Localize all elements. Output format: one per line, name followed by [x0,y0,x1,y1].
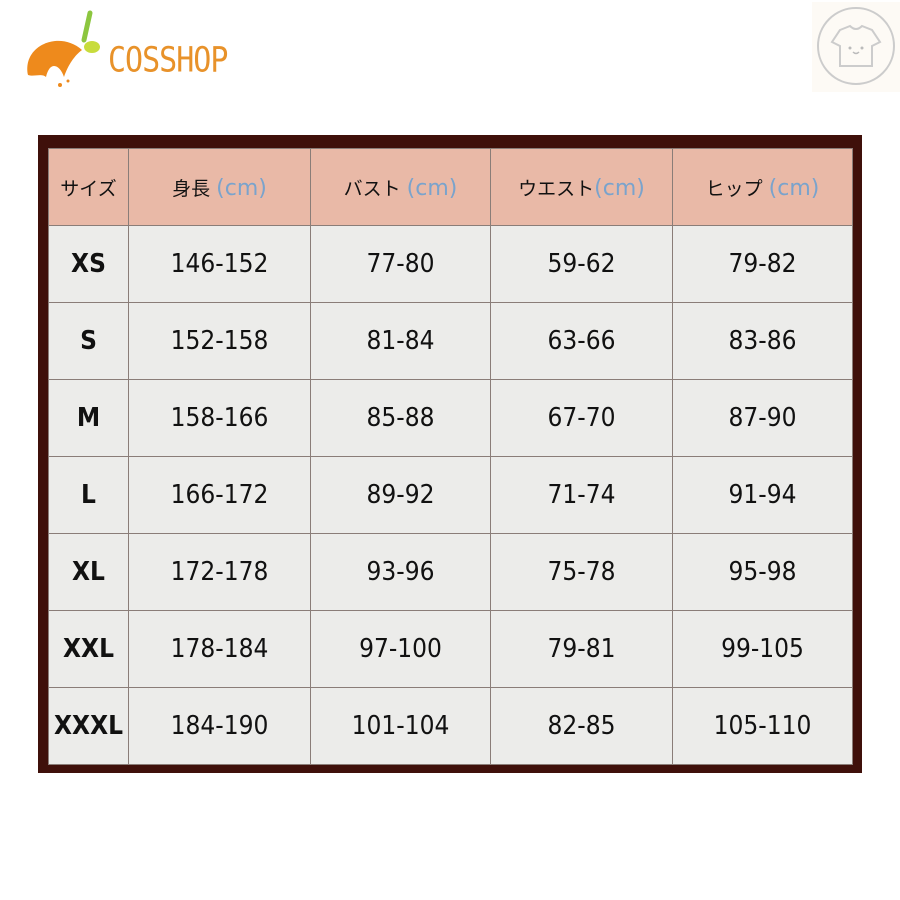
cell-waist: 79-81 [490,610,673,688]
header-size: サイズ [48,148,129,226]
cell-size: L [48,456,129,534]
cell-waist: 71-74 [490,456,673,534]
cell-waist: 67-70 [490,379,673,457]
header-hip: ヒップ (cm) [672,148,853,226]
header-label: ヒップ [705,177,763,200]
header-unit: (cm) [594,175,645,201]
cell-size: XXL [48,610,129,688]
cell-height: 158-166 [128,379,311,457]
table-row: XS 146-152 77-80 59-62 79-82 [48,225,853,303]
table-row: XXXL 184-190 101-104 82-85 105-110 [48,687,853,765]
cell-height: 166-172 [128,456,311,534]
cell-size: XS [48,225,129,303]
cell-height: 184-190 [128,687,311,765]
cell-bust: 101-104 [310,687,491,765]
cell-hip: 91-94 [672,456,853,534]
cell-waist: 75-78 [490,533,673,611]
cell-bust: 93-96 [310,533,491,611]
cell-bust: 77-80 [310,225,491,303]
cell-size: S [48,302,129,380]
table-row: XXL 178-184 97-100 79-81 99-105 [48,610,853,688]
cell-bust: 81-84 [310,302,491,380]
header-label: サイズ [60,177,117,200]
carrot-logo-icon [27,10,100,87]
cell-height: 178-184 [128,610,311,688]
header-unit: (cm) [216,175,267,201]
cell-height: 172-178 [128,533,311,611]
header-label: 身長 [172,177,211,200]
table-row: M 158-166 85-88 67-70 87-90 [48,379,853,457]
cell-waist: 82-85 [490,687,673,765]
cell-hip: 99-105 [672,610,853,688]
size-table: サイズ 身長 (cm) バスト (cm) ウエスト(cm) ヒップ (cm) X… [48,148,853,765]
cosshop-logo: COSSHOP [20,5,270,95]
cell-height: 146-152 [128,225,311,303]
header-label: ウエスト [518,177,595,200]
cell-bust: 85-88 [310,379,491,457]
cell-bust: 89-92 [310,456,491,534]
cell-hip: 79-82 [672,225,853,303]
header-row: サイズ 身長 (cm) バスト (cm) ウエスト(cm) ヒップ (cm) [48,148,853,226]
brand-name: COSSHOP [108,40,228,81]
size-chart: サイズ 身長 (cm) バスト (cm) ウエスト(cm) ヒップ (cm) X… [38,135,862,773]
table-row: XL 172-178 93-96 75-78 95-98 [48,533,853,611]
header-unit: (cm) [768,175,820,201]
cell-waist: 63-66 [490,302,673,380]
cell-size: XL [48,533,129,611]
cell-size: M [48,379,129,457]
cell-waist: 59-62 [490,225,673,303]
header-unit: (cm) [406,175,458,201]
cell-height: 152-158 [128,302,311,380]
cell-hip: 95-98 [672,533,853,611]
cell-hip: 83-86 [672,302,853,380]
cell-size: XXXL [48,687,129,765]
header-bust: バスト (cm) [310,148,491,226]
header-height: 身長 (cm) [128,148,311,226]
table-row: L 166-172 89-92 71-74 91-94 [48,456,853,534]
cell-bust: 97-100 [310,610,491,688]
cell-hip: 105-110 [672,687,853,765]
table-row: S 152-158 81-84 63-66 83-86 [48,302,853,380]
cell-hip: 87-90 [672,379,853,457]
t-shirt-face-icon [812,2,900,92]
header-label: バスト [343,177,401,200]
header-waist: ウエスト(cm) [490,148,673,226]
